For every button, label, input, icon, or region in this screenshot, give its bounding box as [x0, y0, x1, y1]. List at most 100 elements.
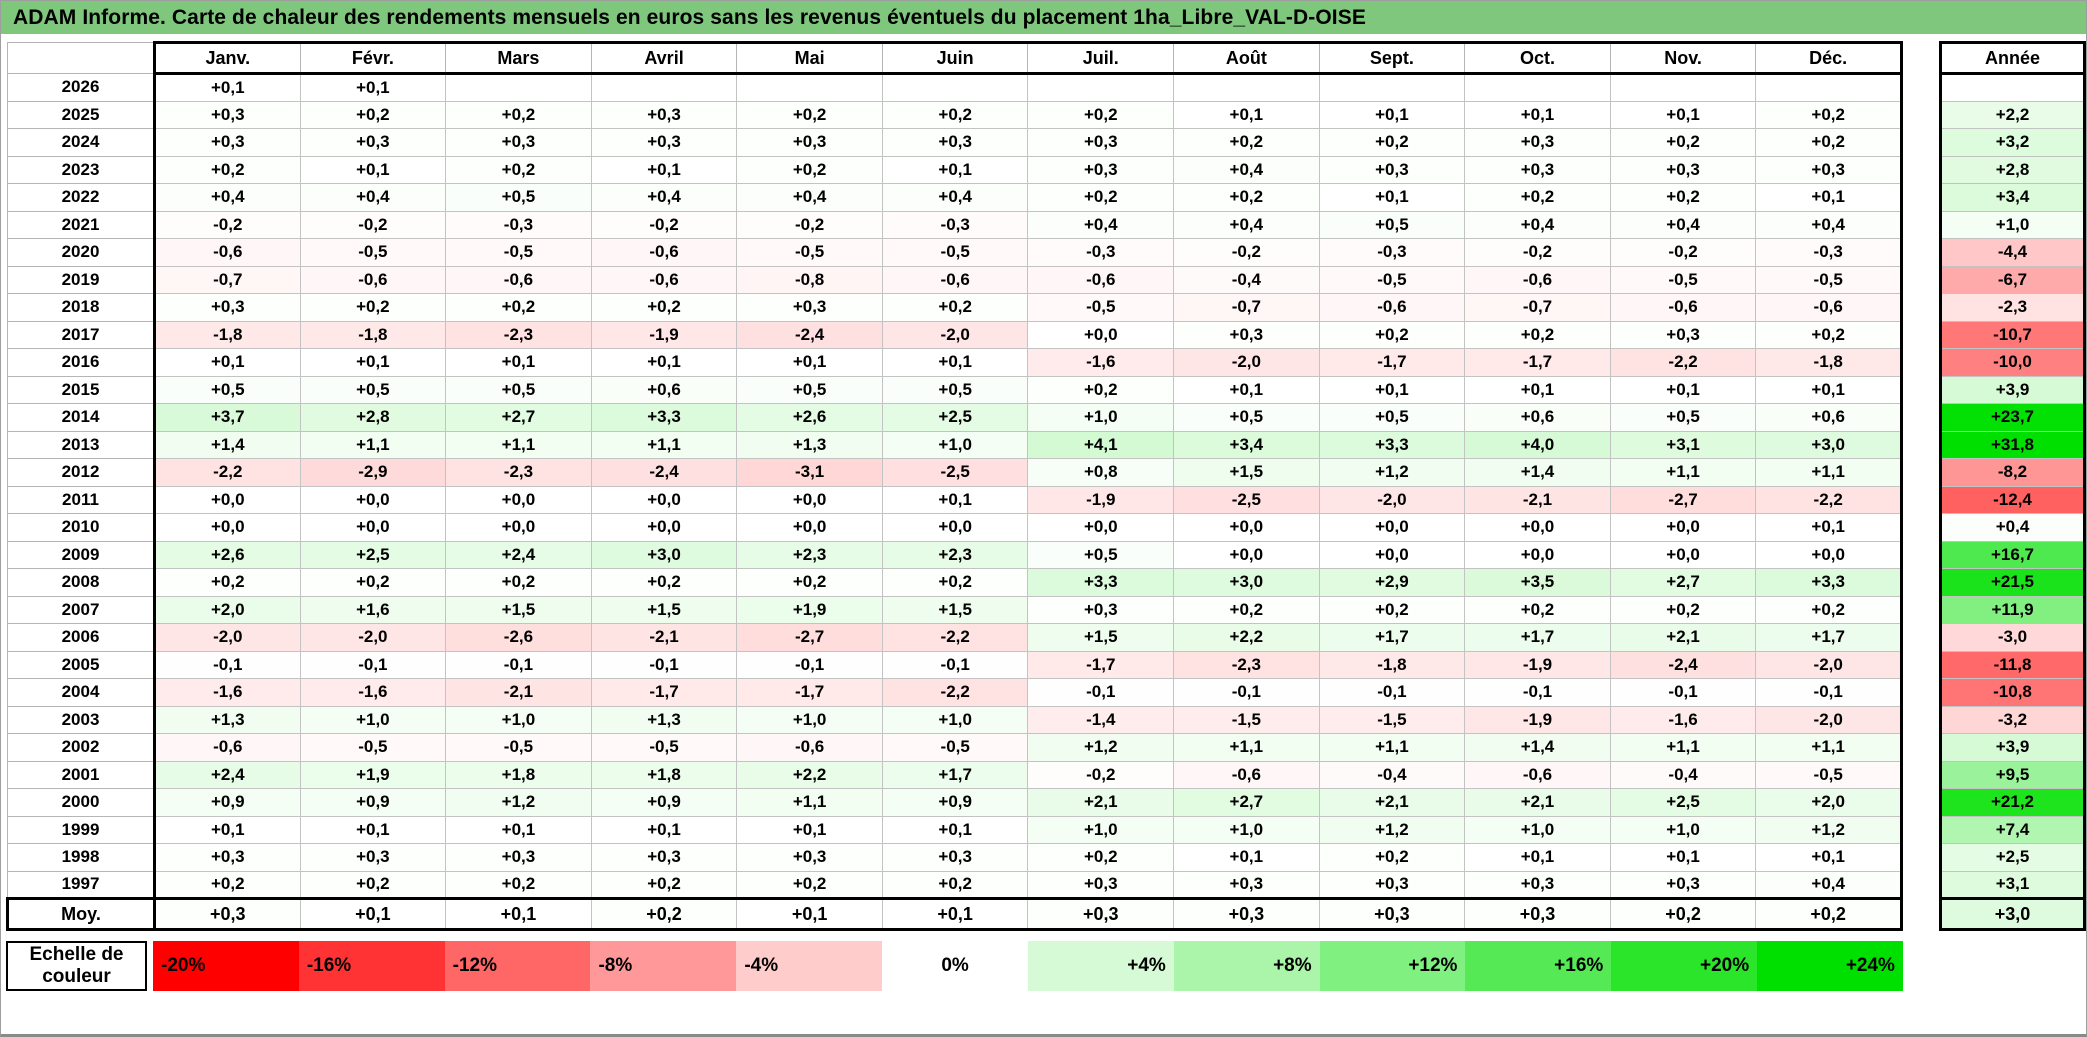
annee-header-row: Année: [1939, 41, 2086, 75]
heatmap-cell: +0,2: [1609, 897, 1757, 931]
heatmap-cell: +0,2: [1027, 183, 1175, 212]
heatmap-cell: -0,5: [1027, 293, 1175, 322]
heatmap-cell: +0,4: [1464, 210, 1611, 239]
heatmap-cell: +0,2: [445, 870, 592, 900]
month-header: Juil.: [1027, 41, 1175, 75]
annee-cell: +31,8: [1939, 430, 2086, 459]
heatmap-cell: -0,1: [1173, 678, 1320, 707]
heatmap-cell: +0,5: [1609, 403, 1757, 432]
heatmap-cell: +0,1: [1318, 100, 1466, 129]
heatmap-cell: [1609, 73, 1757, 102]
heatmap-cell: +1,1: [1609, 458, 1757, 487]
heatmap-cell: +1,4: [1464, 458, 1611, 487]
heatmap-cell: +0,2: [1027, 375, 1175, 404]
year-label: 2016: [7, 348, 155, 377]
heatmap-cell: +0,3: [153, 843, 301, 872]
table-row: 2016 +0,1 +0,1 +0,1 +0,1 +0,1 +0,1 -1,6 -2,0 -1,7…: [7, 348, 1903, 377]
annee-cell: -6,7: [1939, 265, 2086, 294]
heatmap-cell: +2,5: [1609, 788, 1757, 817]
annee-row: +3,2: [1939, 128, 2086, 157]
heatmap-cell: +3,3: [1027, 568, 1175, 597]
heatmap-cell: +0,5: [1027, 540, 1175, 569]
annee-header: Année: [1939, 41, 2086, 75]
heatmap-cell: +0,0: [1609, 540, 1757, 569]
annee-cell: -10,7: [1939, 320, 2086, 349]
annee-row: +2,2: [1939, 100, 2086, 129]
table-row: 2024 +0,3 +0,3 +0,3 +0,3 +0,3 +0,3 +0,3 +0,2 +0,2…: [7, 128, 1903, 157]
annual-total-table: Année +2,2 +3,2 +2,8 +3,4 +1,0 -4,4 -6,7 -2,3 -1…: [1939, 41, 2086, 931]
year-label: 1997: [7, 870, 155, 900]
legend-stop: 0%: [882, 941, 1028, 991]
heatmap-cell: +0,1: [736, 815, 883, 844]
heatmap-cell: +0,0: [1318, 513, 1466, 542]
heatmap-cell: +0,2: [153, 155, 301, 184]
heatmap-cell: +0,2: [1755, 595, 1903, 624]
annee-row: [1939, 73, 2086, 102]
heatmap-cell: +0,9: [299, 788, 447, 817]
heatmap-cell: +0,2: [1755, 897, 1903, 931]
heatmap-cell: +0,0: [590, 513, 738, 542]
heatmap-cell: +0,0: [881, 513, 1029, 542]
heatmap-cell: +0,3: [590, 843, 738, 872]
heatmap-cell: +0,2: [445, 568, 592, 597]
heatmap-cell: +0,5: [1318, 210, 1466, 239]
heatmap-cell: +2,3: [881, 540, 1029, 569]
heatmap-cell: +0,0: [1464, 540, 1611, 569]
heatmap-cell: -0,6: [736, 733, 883, 762]
heatmap-cell: -0,5: [299, 238, 447, 267]
heatmap-cell: +0,1: [299, 155, 447, 184]
annee-row: +2,5: [1939, 843, 2086, 872]
heatmap-cell: +0,3: [445, 843, 592, 872]
heatmap-cell: +0,1: [881, 348, 1029, 377]
year-label: 2005: [7, 650, 155, 679]
heatmap-cell: -1,6: [1027, 348, 1175, 377]
heatmap-cell: +1,1: [1609, 733, 1757, 762]
table-row: 2008 +0,2 +0,2 +0,2 +0,2 +0,2 +0,2 +3,3 +3,0 +2,9…: [7, 568, 1903, 597]
year-label: 2000: [7, 788, 155, 817]
heatmap-cell: -0,1: [736, 650, 883, 679]
year-label: 1998: [7, 843, 155, 872]
heatmap-cell: -2,2: [1609, 348, 1757, 377]
table-row: 2007 +2,0 +1,6 +1,5 +1,5 +1,9 +1,5 +0,3 +0,2 +0,2…: [7, 595, 1903, 624]
annee-moyenne-cell: +3,0: [1939, 897, 2086, 931]
heatmap-cell: -0,5: [1318, 265, 1466, 294]
heatmap-cell: +0,1: [153, 815, 301, 844]
legend-stop: -20%: [153, 941, 299, 991]
heatmap-cell: +0,1: [299, 897, 447, 931]
heatmap-cell: -0,5: [881, 238, 1029, 267]
year-label: 2021: [7, 210, 155, 239]
heatmap-cell: +1,0: [1609, 815, 1757, 844]
heatmap-cell: +0,1: [1755, 183, 1903, 212]
heatmap-cell: +0,2: [590, 870, 738, 900]
heatmap-cell: +0,5: [445, 183, 592, 212]
heatmap-cell: +0,4: [1755, 210, 1903, 239]
heatmap-cell: +0,4: [153, 183, 301, 212]
heatmap-cell: +2,6: [736, 403, 883, 432]
heatmap-cell: +1,6: [299, 595, 447, 624]
heatmap-cell: -2,1: [590, 623, 738, 652]
heatmap-cell: +0,4: [299, 183, 447, 212]
heatmap-cell: +0,3: [1464, 128, 1611, 157]
heatmap-cell: -0,4: [1318, 760, 1466, 789]
heatmap-cell: -0,1: [153, 650, 301, 679]
heatmap-cell: +0,3: [153, 897, 301, 931]
heatmap-cell: +2,1: [1318, 788, 1466, 817]
heatmap-cell: -0,5: [1755, 265, 1903, 294]
heatmap-cell: +0,1: [445, 815, 592, 844]
annee-cell: +23,7: [1939, 403, 2086, 432]
heatmap-cell: +0,2: [1173, 595, 1320, 624]
annee-cell: +21,2: [1939, 788, 2086, 817]
heatmap-cell: +0,2: [1755, 128, 1903, 157]
legend-stop: -12%: [444, 941, 591, 991]
heatmap-cell: +2,2: [1173, 623, 1320, 652]
heatmap-cell: +1,1: [590, 430, 738, 459]
heatmap-cell: +0,2: [1027, 843, 1175, 872]
heatmap-cell: +1,5: [590, 595, 738, 624]
annee-cell: [1939, 73, 2086, 102]
heatmap-cell: +2,5: [299, 540, 447, 569]
heatmap-cell: +1,4: [153, 430, 301, 459]
month-header: Oct.: [1464, 41, 1611, 75]
heatmap-cell: +0,3: [445, 128, 592, 157]
heatmap-cell: +0,3: [1464, 155, 1611, 184]
